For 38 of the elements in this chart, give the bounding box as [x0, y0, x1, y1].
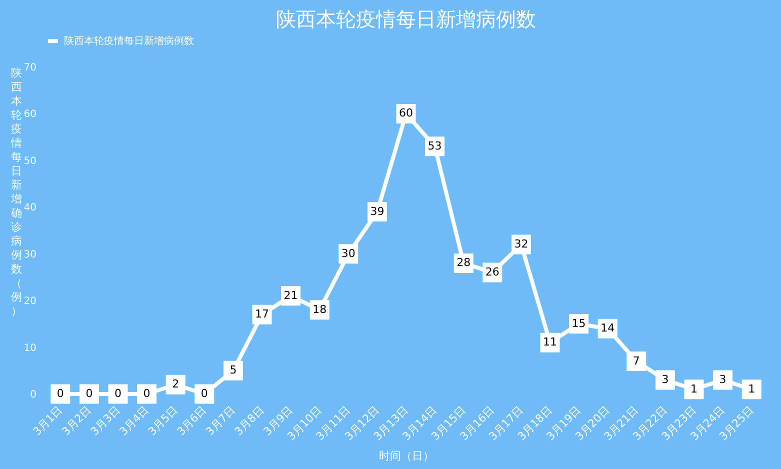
data-label: 5 [230, 364, 237, 377]
data-label: 60 [399, 106, 413, 120]
y-tick-label: 10 [24, 342, 36, 354]
y-tick-label: 40 [24, 202, 36, 214]
data-label: 0 [114, 387, 122, 400]
data-label: 14 [600, 322, 615, 335]
data-label: 32 [514, 238, 528, 251]
data-label: 1 [690, 382, 698, 396]
y-tick-label: 50 [24, 156, 36, 167]
data-label: 7 [632, 354, 640, 368]
data-label: 28 [456, 256, 471, 270]
point [684, 380, 704, 400]
legend-label: 陕西本轮疫情每日新增病例数 [64, 35, 194, 47]
data-label: 1 [748, 382, 756, 396]
data-label: 39 [370, 204, 384, 218]
data-label: 53 [428, 139, 442, 152]
chart-title: 陕西本轮疫情每日新增病例数 [276, 7, 536, 31]
y-tick-label: 60 [24, 109, 36, 120]
y-tick-label: 0 [30, 390, 36, 400]
data-label: 0 [143, 387, 150, 400]
text: 陕西本轮疫情每日新增确诊病例数（例） [11, 66, 22, 318]
data-label: 11 [543, 336, 557, 349]
y-tick-label: 20 [24, 296, 36, 308]
data-label: 0 [86, 387, 93, 400]
data-label: 17 [255, 308, 269, 321]
data-label: 30 [341, 246, 356, 260]
y-tick-label: 70 [24, 62, 36, 74]
data-label: 2 [172, 378, 180, 391]
y-tick-label: 30 [24, 249, 36, 260]
data-label: 3 [662, 372, 669, 386]
data-label: 21 [284, 288, 298, 302]
data-label: 3 [719, 372, 726, 386]
data-label: 26 [485, 266, 500, 279]
x-axis-title: 时间（日） [379, 449, 434, 462]
data-label: 15 [572, 316, 586, 330]
data-label: 0 [56, 387, 64, 400]
data-label: 0 [200, 387, 208, 400]
data-label: 18 [312, 302, 327, 316]
